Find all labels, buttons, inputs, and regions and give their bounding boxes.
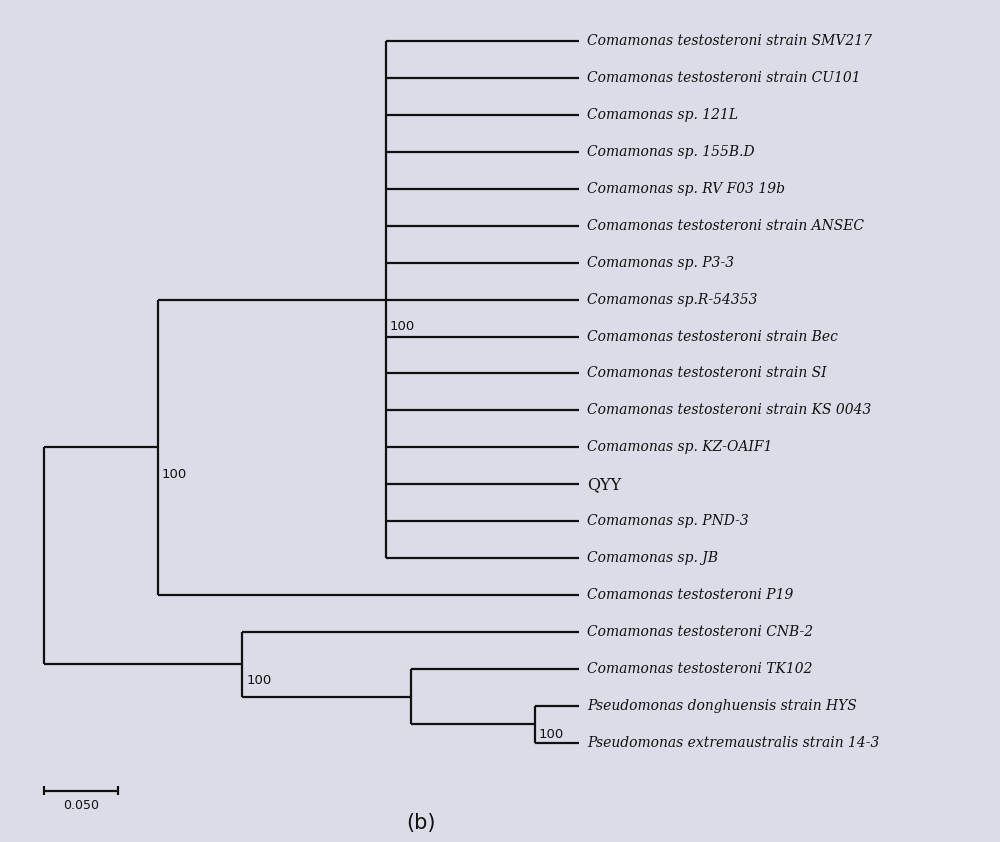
Text: Comamonas testosteroni TK102: Comamonas testosteroni TK102 (587, 662, 813, 676)
Text: Comamonas sp. 121L: Comamonas sp. 121L (587, 108, 738, 122)
Text: QYY: QYY (587, 476, 622, 493)
Text: Comamonas sp.R-54353: Comamonas sp.R-54353 (587, 293, 758, 306)
Text: Comamonas testosteroni strain SMV217: Comamonas testosteroni strain SMV217 (587, 34, 872, 48)
Text: Comamonas sp. P3-3: Comamonas sp. P3-3 (587, 256, 734, 269)
Text: Comamonas testosteroni strain ANSEC: Comamonas testosteroni strain ANSEC (587, 219, 864, 232)
Text: Pseudomonas extremaustralis strain 14-3: Pseudomonas extremaustralis strain 14-3 (587, 736, 880, 749)
Text: 100: 100 (162, 467, 187, 481)
Text: Comamonas sp. RV F03 19b: Comamonas sp. RV F03 19b (587, 182, 785, 196)
Text: 100: 100 (390, 320, 415, 333)
Text: Comamonas testosteroni P19: Comamonas testosteroni P19 (587, 588, 794, 602)
Text: 0.050: 0.050 (63, 799, 99, 812)
Text: Comamonas sp. KZ-OAIF1: Comamonas sp. KZ-OAIF1 (587, 440, 773, 455)
Text: Comamonas sp. PND-3: Comamonas sp. PND-3 (587, 514, 749, 528)
Text: Comamonas testosteroni strain KS 0043: Comamonas testosteroni strain KS 0043 (587, 403, 872, 418)
Text: Comamonas sp. JB: Comamonas sp. JB (587, 552, 718, 565)
Text: Comamonas sp. 155B.D: Comamonas sp. 155B.D (587, 145, 755, 159)
Text: Pseudomonas donghuensis strain HYS: Pseudomonas donghuensis strain HYS (587, 699, 857, 713)
Text: 100: 100 (246, 674, 271, 686)
Text: Comamonas testosteroni CNB-2: Comamonas testosteroni CNB-2 (587, 625, 813, 639)
Text: Comamonas testosteroni strain SI: Comamonas testosteroni strain SI (587, 366, 827, 381)
Text: Comamonas testosteroni strain CU101: Comamonas testosteroni strain CU101 (587, 71, 861, 85)
Text: 100: 100 (539, 728, 564, 741)
Text: Comamonas testosteroni strain Bec: Comamonas testosteroni strain Bec (587, 329, 838, 344)
Text: (b): (b) (406, 813, 435, 833)
